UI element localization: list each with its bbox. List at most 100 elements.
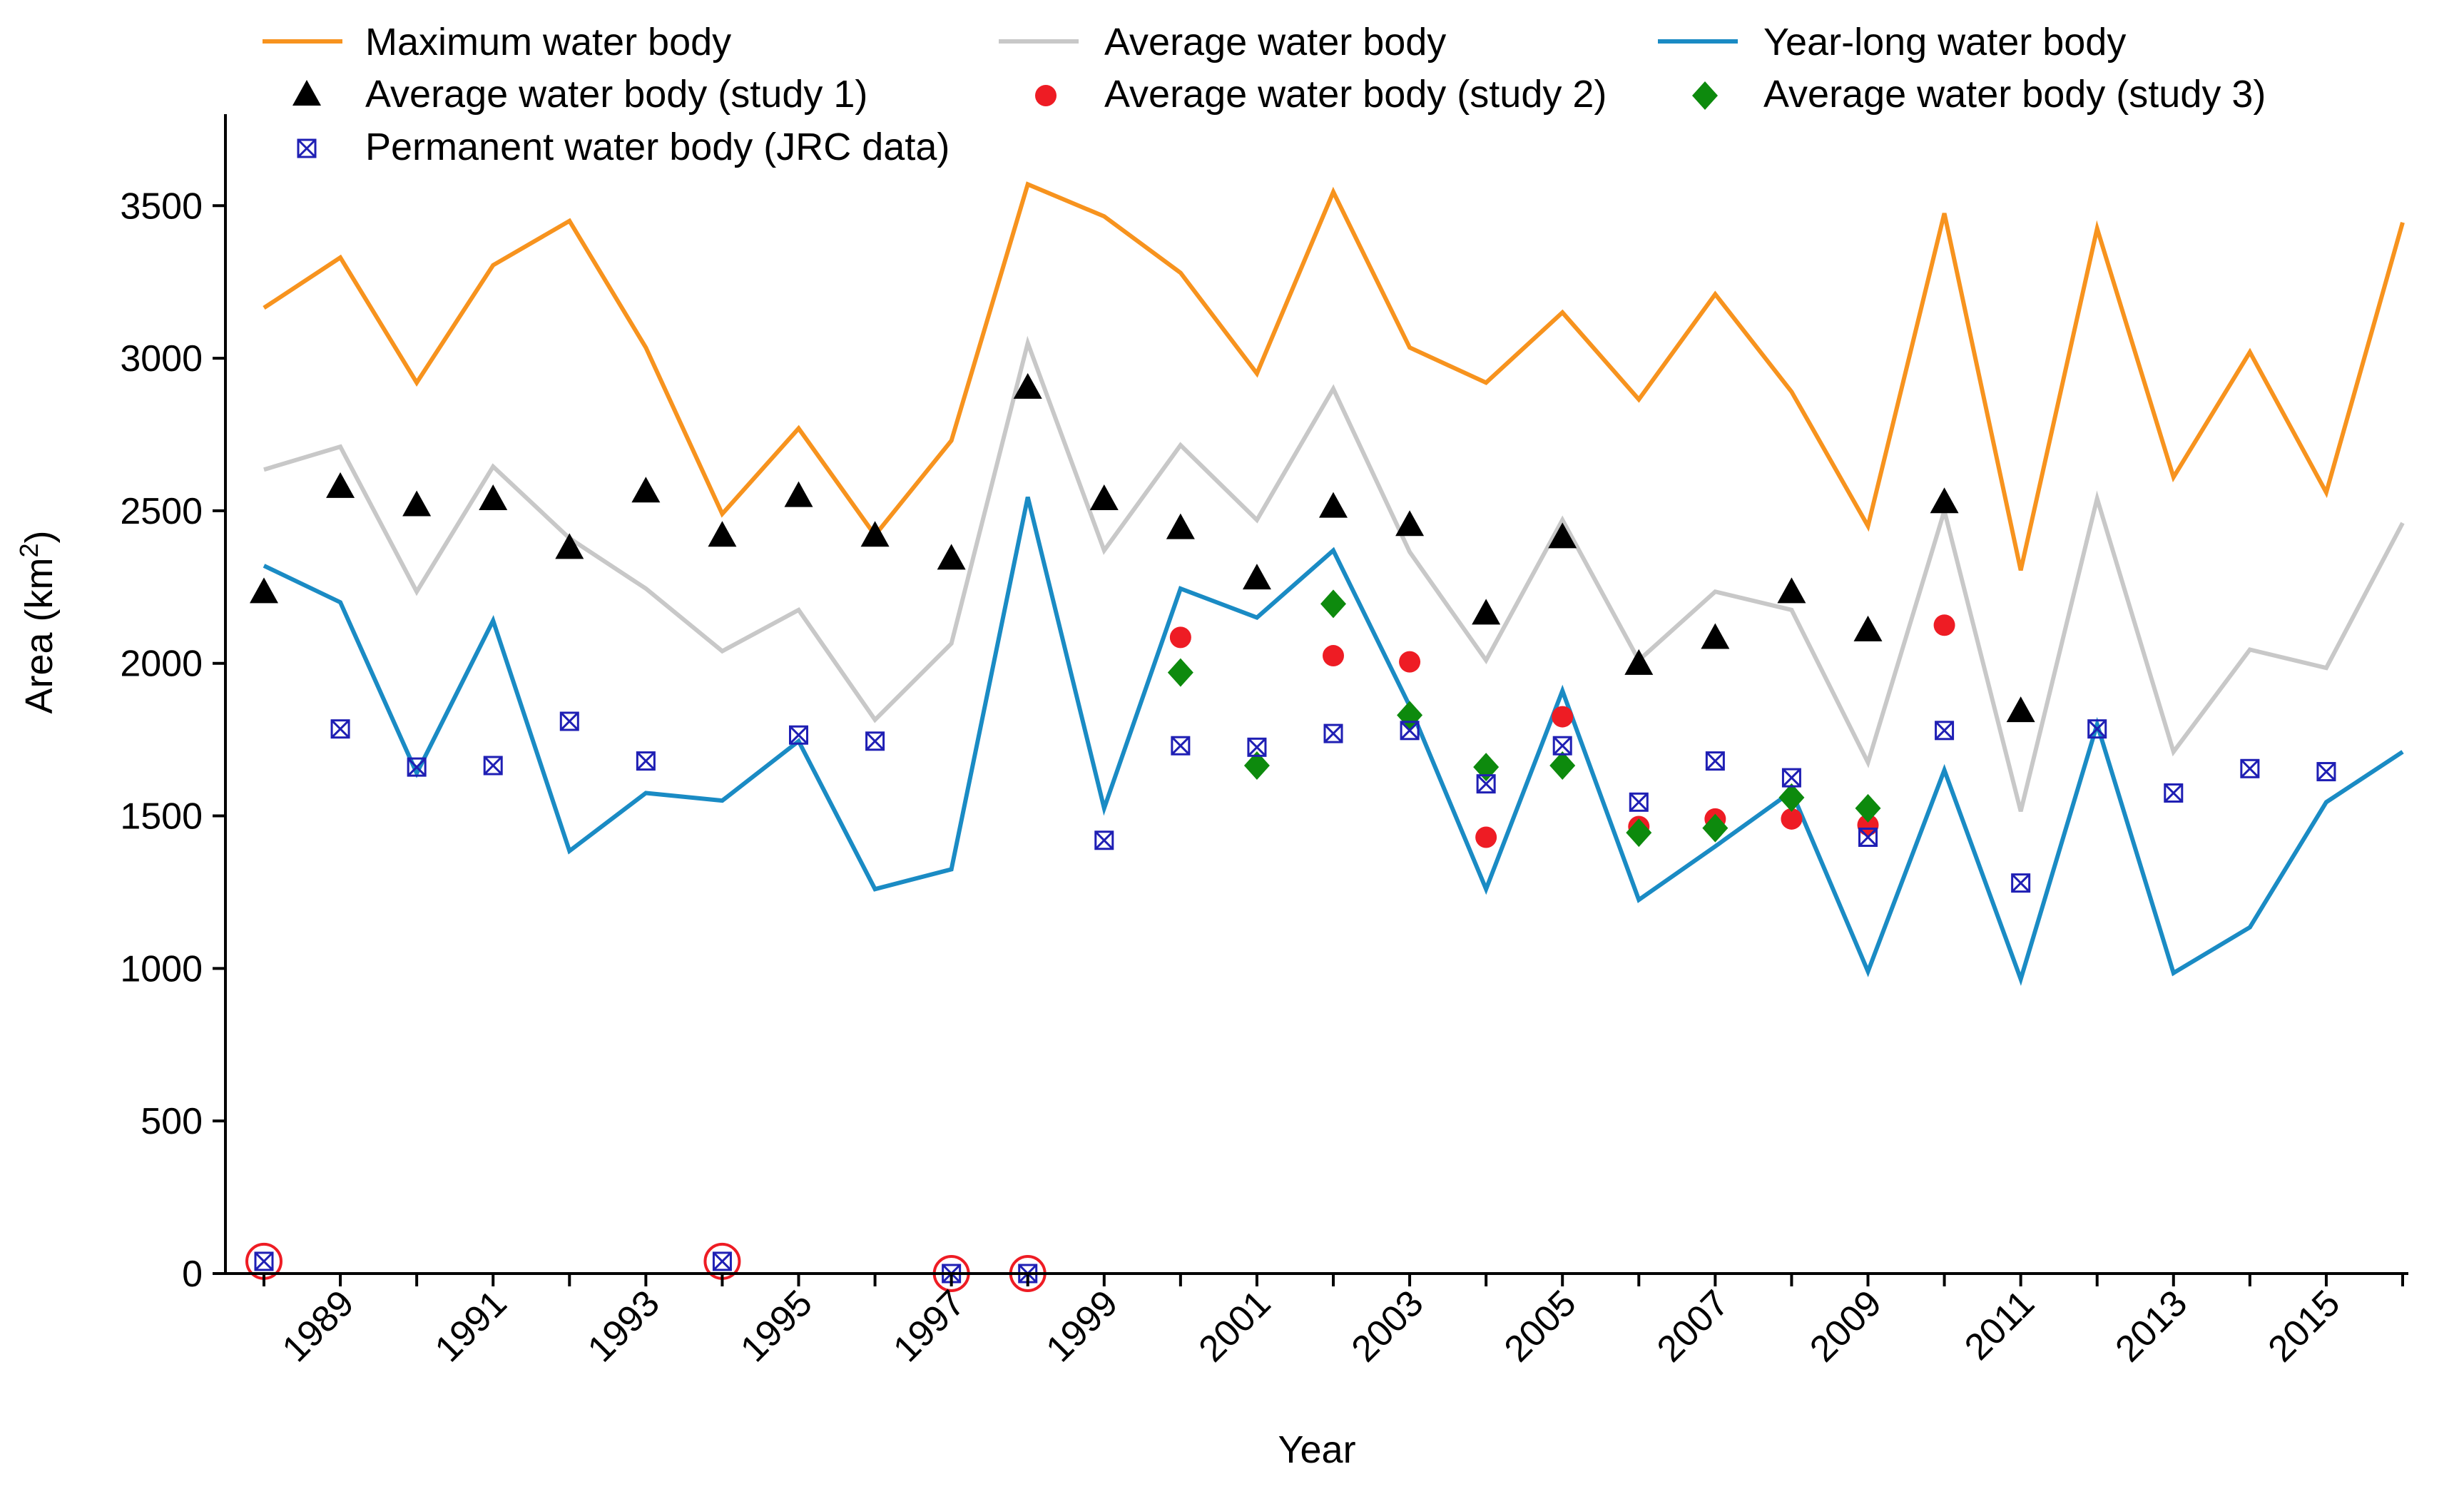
legend-marker-jrc	[297, 138, 317, 158]
point-permanent-water-body-jrc-data	[2087, 719, 2107, 739]
point-permanent-water-body-jrc-data-cross-b	[484, 756, 503, 776]
x-tick-label: 1995	[733, 1282, 820, 1370]
y-tick-label: 500	[141, 1101, 203, 1142]
legend-label-study3: Average water body (study 3)	[1763, 73, 2266, 116]
point-permanent-water-body-jrc-data-box	[1629, 792, 1649, 812]
point-average-water-body-study-1	[1395, 510, 1425, 537]
point-permanent-water-body-jrc-data	[1094, 830, 1114, 850]
point-average-water-body-study-1	[1777, 577, 1806, 604]
point-average-water-body-study-2	[1323, 645, 1344, 667]
point-average-water-body-study-1	[1853, 615, 1883, 641]
point-average-water-body-study-3	[1320, 589, 1346, 619]
point-permanent-water-body-jrc-data-cross-b	[2011, 873, 2030, 893]
x-tick-label: 1997	[885, 1282, 973, 1370]
point-permanent-water-body-jrc-data	[865, 731, 885, 751]
point-permanent-water-body-jrc-data-cross-b	[1553, 736, 1572, 756]
x-ticks: 1989 1991 1993 1995 1997 1999 2001 2003 2005 2007…	[263, 1274, 2404, 1370]
point-permanent-water-body-jrc-data-box	[483, 756, 503, 776]
point-permanent-water-body-jrc-data-box	[636, 751, 656, 771]
point-permanent-water-body-jrc-data-box	[1400, 721, 1420, 741]
y-axis-title-sup: 2	[14, 543, 44, 557]
point-average-water-body-study-2	[1781, 808, 1803, 830]
point-permanent-water-body-jrc-data-box	[1552, 736, 1572, 756]
y-axis-title-main: Area (km	[18, 557, 61, 713]
point-average-water-body-study-1	[1472, 599, 1501, 625]
y-tick-label: 3500	[120, 186, 203, 227]
y-axis-title-close: )	[18, 530, 61, 543]
x-tick-label: 1993	[580, 1282, 668, 1370]
point-average-water-body-study-1	[402, 490, 432, 517]
point-permanent-water-body-jrc-data	[1552, 736, 1572, 756]
point-permanent-water-body-jrc-data	[483, 756, 503, 776]
point-average-water-body-study-2	[1475, 826, 1497, 848]
legend-label-study2: Average water body (study 2)	[1104, 73, 1607, 116]
point-permanent-water-body-jrc-data-box	[254, 1251, 274, 1271]
point-permanent-water-body-jrc-data-box	[1323, 723, 1343, 743]
legend-marker-study2-glyph	[1035, 85, 1057, 106]
legend-marker-study1-glyph	[292, 80, 321, 106]
y-axis-title: Area (km2)	[14, 530, 61, 713]
point-permanent-water-body-jrc-data-box	[2087, 719, 2107, 739]
point-permanent-water-body-jrc-data-cross-b	[1706, 751, 1725, 771]
point-permanent-water-body-jrc-data-box	[2240, 758, 2260, 778]
point-permanent-water-body-jrc-data-box	[1705, 751, 1725, 771]
point-average-water-body-study-1	[631, 477, 661, 503]
point-permanent-water-body-jrc-data-cross-b	[2316, 762, 2336, 781]
point-average-water-body-study-3	[1243, 751, 1270, 780]
legend-label-maximum: Maximum water body	[365, 21, 731, 63]
point-permanent-water-body-jrc-data-cross-b	[713, 1251, 732, 1271]
point-permanent-water-body-jrc-data-box	[2164, 783, 2184, 803]
point-average-water-body-study-1	[1089, 484, 1119, 510]
x-tick-label: 2001	[1191, 1282, 1279, 1370]
x-tick-label: 1989	[275, 1282, 362, 1370]
legend-marker-study3	[1692, 81, 1718, 110]
y-tick-label: 0	[182, 1254, 203, 1295]
point-average-water-body-study-2	[1552, 706, 1574, 728]
point-permanent-water-body-jrc-data-cross-b	[560, 711, 579, 731]
point-permanent-water-body-jrc-data-cross-b	[636, 751, 656, 771]
line-average-water-body	[263, 335, 2405, 812]
point-permanent-water-body-jrc-data-box	[407, 757, 427, 777]
point-permanent-water-body-jrc-data-cross-b	[1247, 738, 1266, 757]
x-tick-label: 1991	[427, 1282, 515, 1370]
point-permanent-water-body-jrc-data	[1629, 792, 1649, 812]
legend-marker-jrc-glyph-cross-b	[297, 138, 317, 158]
point-permanent-water-body-jrc-data	[1935, 721, 1955, 741]
point-average-water-body-study-1	[1242, 564, 1271, 590]
point-average-water-body-study-1	[1548, 522, 1577, 549]
point-permanent-water-body-jrc-data	[636, 751, 656, 771]
point-permanent-water-body-jrc-data-box	[789, 725, 808, 745]
point-permanent-water-body-jrc-data	[1400, 721, 1420, 741]
point-average-water-body-study-1	[708, 521, 737, 547]
legend: Maximum water body Average water body Ye…	[263, 21, 2266, 168]
point-average-water-body-study-3	[1702, 813, 1729, 843]
y-tick-label: 2000	[120, 644, 203, 685]
point-permanent-water-body-jrc-data	[1323, 723, 1343, 743]
x-tick-label: 2013	[2107, 1282, 2195, 1370]
point-permanent-water-body-jrc-data-box	[1476, 774, 1496, 794]
point-average-water-body-study-3	[1778, 783, 1805, 812]
point-permanent-water-body-jrc-data-box	[1858, 827, 1878, 847]
x-tick-label: 2007	[1649, 1282, 1737, 1370]
point-permanent-water-body-jrc-data	[1247, 737, 1267, 757]
plot-lines	[263, 181, 2405, 986]
point-permanent-water-body-jrc-data-cross-b	[789, 726, 808, 745]
line-year-long-water-body	[263, 496, 2404, 986]
y-tick-label: 2500	[120, 491, 203, 532]
point-permanent-water-body-jrc-data-box	[865, 731, 885, 751]
point-average-water-body-study-1	[784, 481, 813, 507]
point-permanent-water-body-jrc-data-cross-b	[2240, 759, 2259, 778]
legend-marker-study2	[1035, 85, 1057, 106]
point-permanent-water-body-jrc-data-cross-b	[865, 731, 885, 751]
point-permanent-water-body-jrc-data-cross-b	[2164, 783, 2183, 803]
point-permanent-water-body-jrc-data	[2011, 873, 2031, 893]
point-average-water-body-study-1	[1624, 649, 1654, 675]
point-permanent-water-body-jrc-data-cross-b	[1400, 721, 1420, 740]
point-permanent-water-body-jrc-data-cross-b	[1782, 768, 1801, 788]
point-permanent-water-body-jrc-data-cross-b	[1094, 830, 1114, 850]
point-permanent-water-body-jrc-data-cross-b	[1935, 721, 1954, 740]
point-permanent-water-body-jrc-data-box	[1247, 737, 1267, 757]
x-axis-title: Year	[1278, 1428, 1355, 1471]
point-average-water-body-study-3	[1549, 751, 1576, 780]
